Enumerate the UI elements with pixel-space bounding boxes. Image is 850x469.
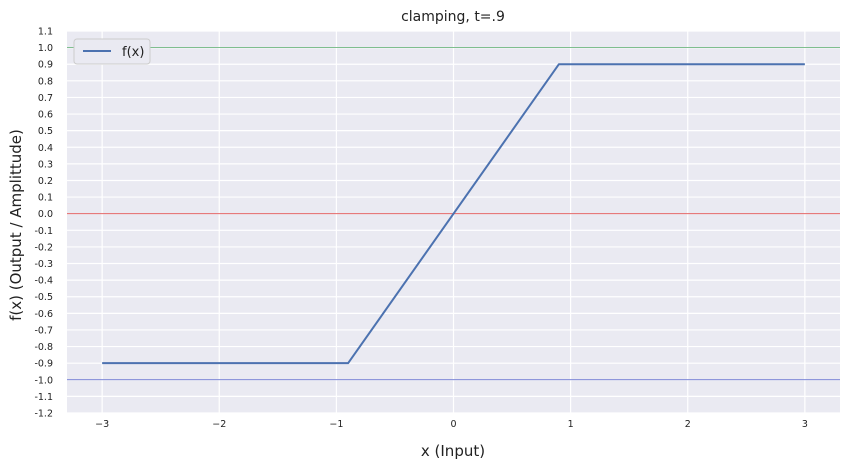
x-tick-label-3: 0 xyxy=(450,419,456,430)
y-tick-label-5: -0.7 xyxy=(34,325,53,336)
y-tick-label-8: -0.4 xyxy=(34,276,53,287)
series-lines xyxy=(102,63,805,365)
y-tick-labels: -1.2 -1.1 -1.0 -0.9 -0.8 -0.7 -0.6 -0.5 -0.4 -0.3… xyxy=(34,27,53,420)
y-tick-label-12: 0.0 xyxy=(38,209,53,220)
legend-label-f-x: f(x) xyxy=(122,45,144,60)
y-tick-label-15: 0.3 xyxy=(38,159,53,170)
y-tick-label-6: -0.6 xyxy=(34,309,53,320)
y-tick-label-22: 1.0 xyxy=(38,43,53,54)
y-tick-label-16: 0.4 xyxy=(38,143,53,154)
y-tick-label-18: 0.6 xyxy=(38,110,53,121)
y-tick-label-13: 0.1 xyxy=(38,193,53,204)
legend: f(x) xyxy=(73,38,151,65)
x-tick-label-6: 3 xyxy=(802,419,808,430)
y-tick-label-0: -1.2 xyxy=(34,409,53,420)
x-tick-label-4: 1 xyxy=(568,419,574,430)
y-tick-label-4: -0.8 xyxy=(34,342,53,353)
y-tick-label-23: 1.1 xyxy=(38,27,53,38)
y-tick-label-17: 0.5 xyxy=(38,126,53,137)
y-tick-label-1: -1.1 xyxy=(34,392,53,403)
x-tick-labels: −3 −2 −1 0 1 2 3 xyxy=(95,419,808,430)
y-tick-label-11: -0.1 xyxy=(34,226,53,237)
x-tick-label-1: −2 xyxy=(212,419,226,430)
x-axis-label: x (Input) xyxy=(421,442,485,460)
x-tick-label-5: 2 xyxy=(685,419,691,430)
series-line-0 xyxy=(102,63,805,365)
y-axis-label: f(x) (Output / Amplittude) xyxy=(7,129,25,321)
y-tick-label-20: 0.8 xyxy=(38,76,53,87)
y-tick-label-2: -1.0 xyxy=(34,375,53,386)
y-tick-label-21: 0.9 xyxy=(38,60,53,71)
y-tick-label-7: -0.5 xyxy=(34,292,53,303)
chart-title: clamping, t=.9 xyxy=(401,9,505,25)
y-tick-label-10: -0.2 xyxy=(34,242,53,253)
y-tick-label-9: -0.3 xyxy=(34,259,53,270)
y-tick-label-3: -0.9 xyxy=(34,359,53,370)
y-tick-label-19: 0.7 xyxy=(38,93,53,104)
legend-box xyxy=(73,38,151,65)
x-tick-label-2: −1 xyxy=(329,419,343,430)
x-tick-label-0: −3 xyxy=(95,419,109,430)
y-tick-label-14: 0.2 xyxy=(38,176,53,187)
